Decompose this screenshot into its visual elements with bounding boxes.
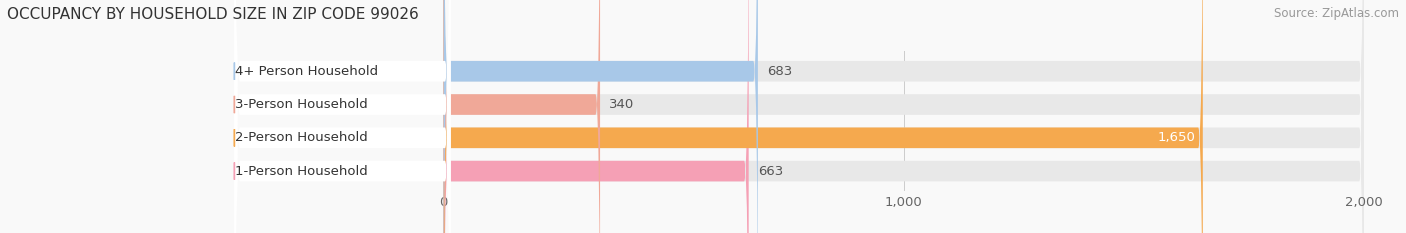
FancyBboxPatch shape: [235, 0, 450, 233]
Text: 1,650: 1,650: [1159, 131, 1197, 144]
FancyBboxPatch shape: [444, 0, 600, 233]
FancyBboxPatch shape: [444, 0, 1364, 233]
FancyBboxPatch shape: [235, 0, 450, 233]
FancyBboxPatch shape: [235, 0, 450, 233]
FancyBboxPatch shape: [444, 0, 748, 233]
FancyBboxPatch shape: [444, 0, 1364, 233]
Text: 340: 340: [609, 98, 634, 111]
Text: 683: 683: [768, 65, 793, 78]
FancyBboxPatch shape: [444, 0, 1364, 233]
FancyBboxPatch shape: [235, 0, 450, 233]
Text: OCCUPANCY BY HOUSEHOLD SIZE IN ZIP CODE 99026: OCCUPANCY BY HOUSEHOLD SIZE IN ZIP CODE …: [7, 7, 419, 22]
Text: 663: 663: [758, 164, 783, 178]
FancyBboxPatch shape: [444, 0, 1364, 233]
FancyBboxPatch shape: [444, 0, 758, 233]
Text: 4+ Person Household: 4+ Person Household: [235, 65, 378, 78]
Text: 3-Person Household: 3-Person Household: [235, 98, 367, 111]
Text: 2-Person Household: 2-Person Household: [235, 131, 367, 144]
Text: 1-Person Household: 1-Person Household: [235, 164, 367, 178]
FancyBboxPatch shape: [444, 0, 1202, 233]
Text: Source: ZipAtlas.com: Source: ZipAtlas.com: [1274, 7, 1399, 20]
